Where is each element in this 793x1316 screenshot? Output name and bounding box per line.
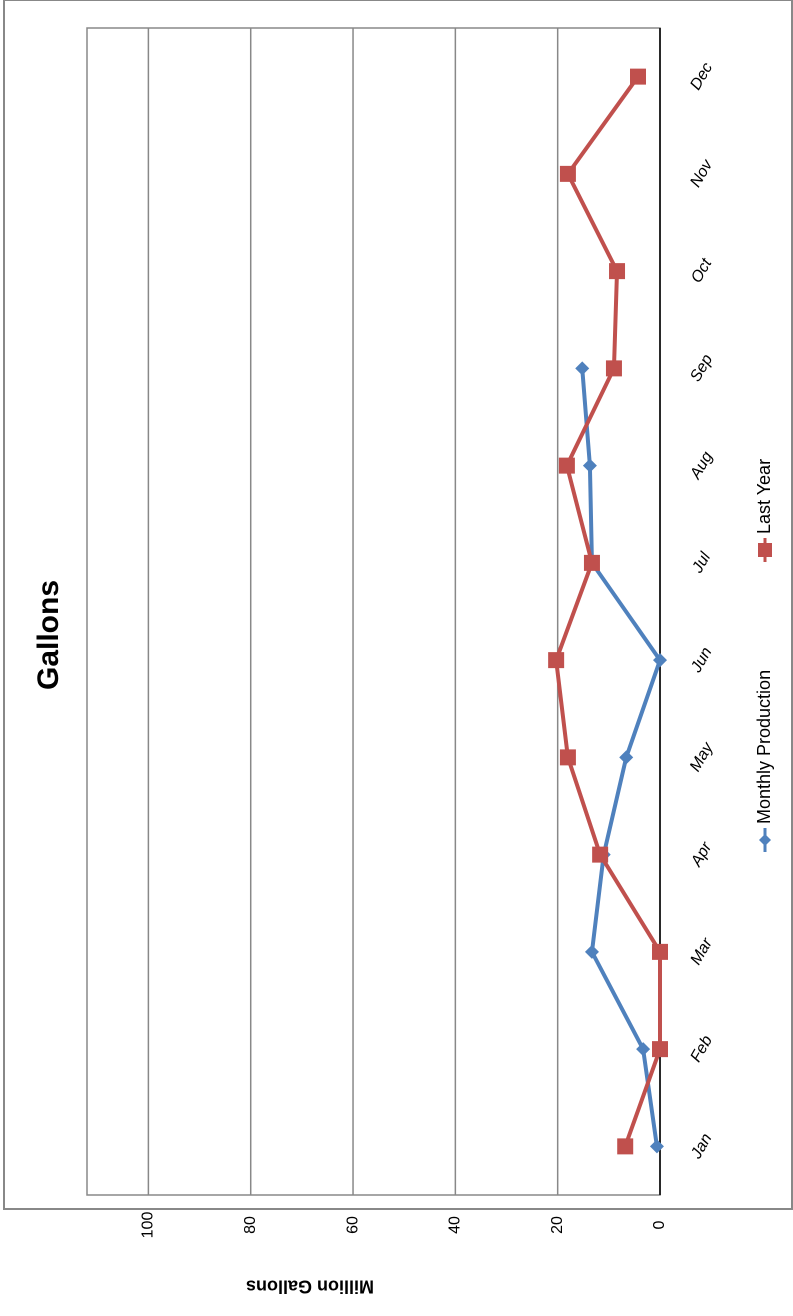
marker (575, 361, 590, 376)
chart-frame (3, 0, 793, 1210)
marker (652, 1041, 668, 1058)
x-tick-label: Sep (687, 352, 716, 385)
marker (592, 846, 609, 863)
y-axis-label: Million Gallons (246, 1276, 374, 1296)
marker (652, 943, 668, 960)
x-tick-label: Oct (688, 255, 715, 286)
legend-label: Last Year (754, 459, 774, 534)
legend-marker (758, 543, 772, 557)
legend-label: Monthly Production (754, 670, 774, 824)
x-tick-label: Mar (688, 935, 717, 968)
x-tick-label: Aug (687, 449, 717, 483)
series-line (554, 75, 662, 1148)
x-tick-label: Jan (687, 1131, 715, 1163)
x-tick-label: Jun (687, 644, 715, 676)
marker (609, 263, 626, 280)
marker (559, 165, 576, 182)
marker (630, 68, 647, 85)
marker (605, 360, 622, 377)
x-tick-label: Dec (687, 60, 716, 93)
y-tick-label: 40 (447, 1216, 464, 1234)
marker (584, 944, 599, 959)
y-tick-label: 80 (242, 1216, 259, 1234)
x-tick-label: May (687, 739, 717, 775)
marker (619, 750, 634, 765)
x-tick-label: Feb (688, 1033, 717, 1065)
y-tick-label: 20 (549, 1216, 566, 1234)
marker (583, 554, 600, 571)
legend-marker (759, 834, 771, 846)
x-tick-label: Jul (689, 549, 715, 576)
x-tick-label: Nov (687, 156, 716, 190)
marker (617, 1138, 634, 1155)
y-tick-label: 100 (140, 1212, 157, 1239)
marker (653, 653, 667, 668)
x-tick-label: Apr (688, 839, 716, 871)
y-tick-label: 0 (651, 1220, 668, 1229)
marker (582, 458, 597, 473)
chart-title: Gallons (32, 580, 65, 690)
marker (548, 652, 565, 669)
marker (649, 1139, 664, 1154)
y-tick-label: 60 (344, 1216, 361, 1234)
legend: Monthly Production Last Year (754, 459, 774, 852)
marker (559, 749, 576, 766)
marker (558, 457, 575, 474)
marker (636, 1042, 651, 1057)
